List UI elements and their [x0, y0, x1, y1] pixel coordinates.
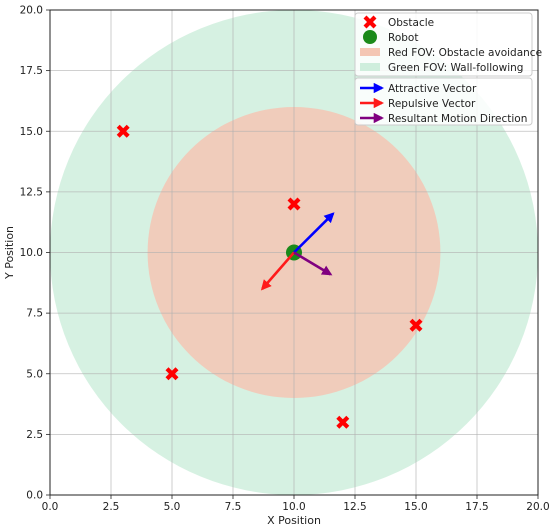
vector-arrow	[293, 251, 333, 276]
x-tick-label: 15.0	[404, 501, 427, 513]
x-tick-label: 0.0	[42, 501, 59, 513]
legend-label: Red FOV: Obstacle avoidance	[388, 47, 542, 59]
x-tick-label: 2.5	[103, 501, 120, 513]
y-tick-label: 0.0	[26, 490, 43, 502]
vector-arrow	[293, 212, 335, 254]
x-tick-label: 10.0	[282, 501, 305, 513]
legend-label: Obstacle	[388, 17, 434, 29]
x-tick-label: 7.5	[225, 501, 242, 513]
y-axis-label: Y Position	[3, 226, 16, 280]
legend-robot-icon	[363, 30, 377, 44]
legend-label: Attractive Vector	[388, 83, 477, 95]
legend-box-bottom	[354, 77, 533, 126]
ticks-layer: 0.00.0 2.5 2.5 5.0 5.0 7.5 7.5 10.0 10.0 12.5 12.5…	[20, 5, 550, 514]
vector-arrow	[260, 251, 295, 291]
y-tick-label: 10.0	[20, 247, 43, 259]
obstacle-marker	[409, 318, 423, 332]
obstacle-marker	[287, 197, 301, 211]
y-tick-label: 2.5	[26, 429, 43, 441]
obstacle-marker	[165, 367, 179, 381]
y-tick-label: 7.5	[26, 308, 43, 320]
legend-obstacle-icon	[363, 15, 377, 29]
legend: Obstacle Robot Red FOV: Obstacle avoidance…	[354, 12, 542, 126]
legend-fov-patch	[360, 63, 380, 71]
y-tick-label: 17.5	[20, 65, 43, 77]
obstacle-marker	[116, 124, 130, 138]
x-axis-label: X Position	[267, 514, 321, 527]
x-tick-label: 5.0	[164, 501, 181, 513]
y-tick-label: 5.0	[26, 368, 43, 380]
y-tick-label: 20.0	[20, 5, 43, 17]
obstacle-marker	[336, 415, 350, 429]
legend-fov-patch	[360, 48, 380, 56]
y-tick-label: 15.0	[20, 126, 43, 138]
x-tick-label: 17.5	[465, 501, 488, 513]
legend-label: Robot	[388, 32, 418, 44]
y-tick-label: 12.5	[20, 186, 43, 198]
legend-label: Green FOV: Wall-following	[388, 62, 523, 74]
x-tick-label: 20.0	[526, 501, 549, 513]
legend-label: Repulsive Vector	[388, 98, 476, 110]
legend-label: Resultant Motion Direction	[388, 113, 527, 125]
marks-layer	[116, 124, 423, 429]
x-tick-label: 12.5	[343, 501, 366, 513]
legend-box-top	[354, 12, 533, 77]
